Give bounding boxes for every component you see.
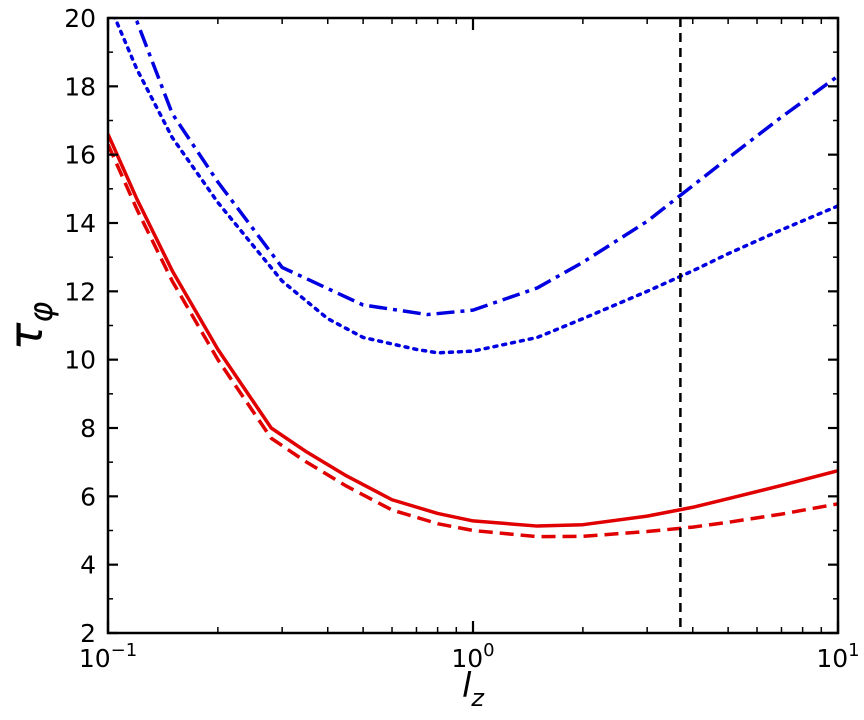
ytick-label: 2	[80, 619, 96, 648]
plot-frame	[106, 16, 840, 635]
series-line-1	[112, 18, 838, 355]
ytick-label: 8	[80, 414, 96, 443]
xtick-label: 10−1	[79, 640, 137, 673]
y-axis-label: τφ	[0, 302, 60, 351]
series-line-3	[108, 143, 838, 539]
ticks-layer	[106, 16, 840, 635]
ytick-label: 14	[64, 209, 96, 238]
series-layer	[108, 18, 838, 633]
ytick-label: 6	[80, 482, 96, 511]
ytick-label: 20	[64, 4, 96, 33]
series-line-2	[108, 133, 838, 528]
ytick-label: 10	[64, 346, 96, 375]
ytick-label: 16	[64, 141, 96, 170]
series-line-0	[132, 18, 838, 317]
xtick-label: 101	[816, 640, 859, 673]
ytick-label: 12	[64, 277, 96, 306]
xtick-label: 100	[451, 640, 494, 673]
ytick-label: 18	[64, 72, 96, 101]
ytick-label: 4	[80, 551, 96, 580]
